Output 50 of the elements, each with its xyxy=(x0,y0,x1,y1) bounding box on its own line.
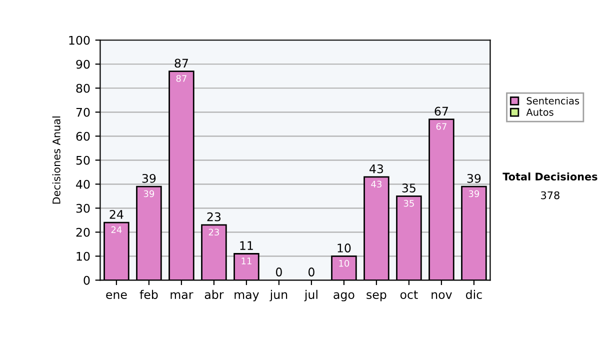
x-tick-label: sep xyxy=(366,292,386,302)
y-tick-label: 0 xyxy=(84,276,90,285)
x-tick-label: ago xyxy=(334,292,354,302)
annotation: 67 xyxy=(434,106,448,116)
data-label: 0 xyxy=(308,268,314,276)
data-label: 87 xyxy=(176,75,186,82)
annotation: 10 xyxy=(338,244,351,252)
x-tick-label: jul xyxy=(304,290,318,302)
x-tick-label: may xyxy=(234,292,259,302)
text: Total Decisiones xyxy=(502,172,598,180)
y-tick-label: 20 xyxy=(76,228,90,237)
x-tick-label: dic xyxy=(466,290,482,300)
data-label: 10 xyxy=(339,260,350,267)
annotation: 23 xyxy=(207,212,221,222)
y-axis-title: Decisiones Anual xyxy=(52,116,60,204)
y-tick-label: 30 xyxy=(76,204,90,213)
x-tick-label: mar xyxy=(170,292,194,300)
data-label: 11 xyxy=(242,258,252,264)
legend-label: Sentencias xyxy=(526,96,580,104)
y-tick-label: 10 xyxy=(76,252,90,261)
annotation: 43 xyxy=(370,164,384,174)
x-tick-label: oct xyxy=(400,290,418,300)
y-tick-label: 80 xyxy=(76,84,90,93)
data-label: 0 xyxy=(276,268,282,276)
x-tick-label: nov xyxy=(432,292,452,300)
data-label: 23 xyxy=(208,228,219,236)
data-label: 35 xyxy=(404,200,414,207)
annotation: 39 xyxy=(467,174,481,183)
x-tick-label: feb xyxy=(140,290,158,300)
x-tick-label: abr xyxy=(204,290,224,300)
data-label: 67 xyxy=(436,123,446,130)
data-label: 39 xyxy=(468,190,480,198)
legend-label: Autos xyxy=(526,108,554,116)
y-tick-label: 40 xyxy=(76,180,90,189)
y-tick-label: 100 xyxy=(69,36,90,45)
y-tick-label: 60 xyxy=(76,132,90,141)
annotation: 11 xyxy=(240,241,253,250)
annotation: 24 xyxy=(110,210,124,219)
y-tick-label: 70 xyxy=(76,108,90,117)
x-tick-label: jun xyxy=(270,290,288,302)
x-tick-label: ene xyxy=(106,292,127,300)
y-tick-label: 90 xyxy=(76,60,90,69)
y-tick-label: 50 xyxy=(76,156,90,165)
data-label: 39 xyxy=(144,190,154,198)
data-label: 43 xyxy=(371,180,382,188)
annotation: 87 xyxy=(174,58,188,68)
text: 378 xyxy=(541,191,560,200)
annotation: 35 xyxy=(402,184,416,192)
data-label: 24 xyxy=(111,226,122,234)
annotation: 39 xyxy=(142,174,156,183)
